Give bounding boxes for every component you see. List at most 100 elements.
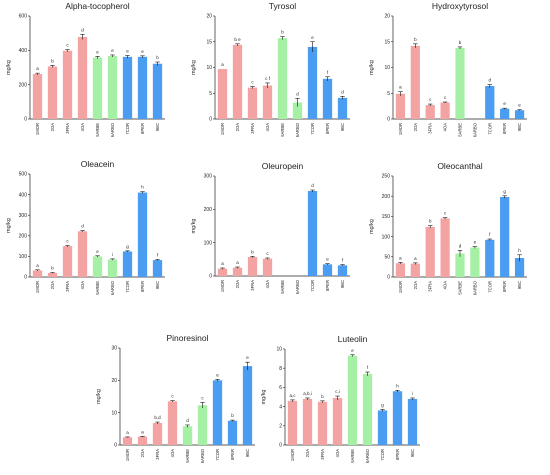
x-tick-label: 7COR — [310, 280, 315, 292]
bar — [395, 93, 406, 119]
significance-letter: f — [157, 252, 159, 257]
y-tick-label: 15 — [206, 39, 212, 45]
y-tick-label: 0 — [24, 117, 27, 123]
bar — [287, 400, 298, 445]
bar — [440, 218, 450, 277]
chart-title: Hydroxytyrosol — [432, 1, 488, 11]
significance-letter: e — [111, 48, 114, 53]
chart-panel: Pinoresinol mg/kg 0 10 20 30 a 1MOR a 2OA b,d 3FRA c… — [96, 333, 255, 463]
significance-letter: h — [141, 185, 144, 190]
significance-letter: e — [474, 240, 477, 245]
y-tick-label: 15 — [384, 39, 390, 45]
bar — [455, 253, 465, 277]
chart-panel: Luteolin mg/kg 0 2 4 6 8 10 a,c 1MOR a,b,i 2OA b 3FRA… — [261, 334, 420, 463]
significance-letter: f — [489, 232, 491, 237]
x-tick-label: 1MOR — [220, 280, 225, 292]
significance-letter: e — [141, 49, 144, 54]
significance-letter: a — [399, 85, 402, 90]
x-tick-label: 9BC — [155, 123, 160, 131]
chart-panel: Alpha-tocopherol mg/kg 0 200 400 600 a 1MOR b 2OA… — [6, 1, 165, 137]
bar — [277, 38, 288, 119]
x-tick-label: 5ARBE — [95, 281, 100, 295]
y-tick-label: 0 — [114, 443, 117, 449]
y-tick-label: 200 — [382, 194, 391, 200]
significance-letter: e — [216, 372, 219, 377]
bar — [122, 251, 133, 277]
significance-letter: c — [201, 395, 204, 400]
significance-letter: h — [518, 248, 521, 253]
x-tick-label: 6ARBO — [365, 448, 370, 463]
significance-letter: b — [429, 219, 432, 224]
y-axis-label: mg/kg — [96, 389, 102, 404]
significance-letter: f — [367, 365, 369, 370]
x-tick-label: 5ARBE — [280, 123, 285, 137]
significance-letter: g — [126, 244, 129, 249]
bar — [107, 259, 118, 277]
bar — [77, 231, 88, 277]
y-axis-label: mg/kg — [6, 60, 12, 75]
bar — [262, 85, 273, 119]
x-tick-label: 6ARBO — [110, 280, 115, 295]
x-tick-label: 3FRA — [320, 449, 325, 460]
bar — [395, 263, 406, 277]
significance-letter: c f — [265, 76, 271, 81]
x-tick-label: 1MOR — [290, 449, 295, 461]
y-tick-label: 8 — [279, 366, 282, 372]
y-tick-label: 100 — [382, 234, 391, 240]
x-tick-label: 8PER — [325, 123, 330, 134]
bar — [182, 426, 193, 445]
significance-letter: g — [503, 189, 506, 194]
y-tick-label: 300 — [19, 213, 28, 219]
x-tick-label: 8PER — [140, 281, 145, 292]
y-tick-label: 20 — [384, 14, 390, 20]
x-tick-label: 8PER — [140, 123, 145, 134]
bar — [410, 45, 420, 120]
significance-letter: c — [266, 251, 269, 256]
y-tick-label: 10 — [111, 410, 117, 416]
y-tick-label: 400 — [19, 192, 28, 198]
x-tick-label: 9BC — [155, 281, 160, 289]
x-tick-label: 2OA — [50, 281, 55, 290]
x-tick-label: 7COR — [487, 281, 492, 293]
significance-letter: e — [351, 348, 354, 353]
bar — [292, 102, 303, 119]
bar — [212, 380, 223, 445]
significance-letter: e — [503, 101, 506, 106]
bar — [485, 239, 495, 277]
x-tick-label: 6ARBO — [295, 279, 300, 294]
x-tick-label: 2OA — [140, 449, 145, 458]
y-tick-label: 600 — [19, 14, 28, 20]
significance-letter: a — [141, 429, 144, 434]
significance-letter: f — [342, 258, 344, 263]
significance-letter: e — [326, 257, 329, 262]
bar — [347, 355, 358, 445]
chart-panel: Oleuropein mg/kg 0 100 200 300 a 1MOR a 2OA b 3FRA c… — [191, 161, 350, 294]
significance-letter: c — [251, 80, 254, 85]
significance-letter: i — [412, 391, 413, 396]
x-tick-label: 4OA — [443, 281, 448, 290]
significance-letter: a,c — [289, 393, 296, 398]
x-tick-label: 9BC — [517, 123, 522, 131]
y-tick-label: 50 — [384, 255, 390, 261]
bar — [455, 47, 465, 119]
bar — [137, 192, 148, 277]
bar — [485, 86, 495, 119]
bar — [247, 87, 258, 119]
x-tick-label: 1MOR — [125, 449, 130, 461]
significance-letter: c — [444, 95, 447, 100]
bar — [410, 263, 420, 277]
y-axis-label: mg/kg — [6, 218, 12, 233]
x-tick-label: 6ARBO — [110, 122, 115, 137]
significance-letter: d — [81, 27, 84, 32]
x-tick-label: 3FRA — [428, 123, 433, 134]
y-axis-label: mg/kg — [191, 60, 197, 75]
bar — [47, 66, 58, 119]
x-tick-label: 2OA — [235, 280, 240, 289]
x-tick-label: 7COR — [215, 449, 220, 461]
y-tick-label: 10 — [206, 65, 212, 71]
y-tick-label: 0 — [209, 117, 212, 123]
bar — [440, 102, 450, 119]
x-tick-label: 5ARBE — [185, 449, 190, 463]
significance-letter: d — [186, 418, 189, 423]
significance-letter: b e — [234, 37, 241, 42]
